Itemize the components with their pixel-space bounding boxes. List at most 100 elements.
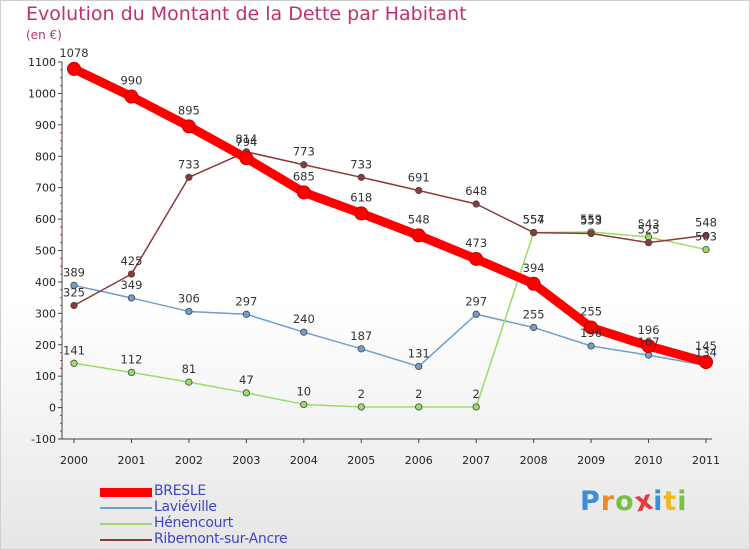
x-tick-label: 2006 <box>405 454 433 467</box>
data-point <box>415 186 423 195</box>
data-label: 548 <box>408 212 430 226</box>
logo-letter: i <box>653 486 664 517</box>
data-point <box>411 228 426 243</box>
data-point <box>300 400 308 409</box>
data-point <box>702 245 710 254</box>
data-label: 618 <box>350 190 372 204</box>
data-point <box>584 320 599 335</box>
data-point <box>185 173 193 181</box>
y-tick-label: 100 <box>35 370 56 383</box>
series-line-bresle <box>69 64 711 367</box>
logo-letter: r <box>600 486 616 517</box>
data-point <box>127 294 136 302</box>
y-tick-label: -100 <box>31 433 56 446</box>
x-tick-label: 2002 <box>175 454 203 467</box>
data-label: 2 <box>415 387 422 401</box>
data-label: 691 <box>408 170 430 184</box>
data-label: 134 <box>695 345 717 359</box>
data-point <box>587 342 595 350</box>
data-label: 648 <box>465 184 487 198</box>
series-line-ribemont-sur-ancre <box>73 151 707 307</box>
x-tick-label: 2005 <box>347 454 375 467</box>
y-tick-label: 200 <box>35 339 56 352</box>
data-label: 473 <box>465 236 487 250</box>
data-label: 733 <box>178 157 200 171</box>
logo-letter: i <box>677 486 688 517</box>
data-point <box>526 276 541 291</box>
x-tick-label: 2003 <box>232 454 260 467</box>
data-label: 141 <box>63 343 85 357</box>
data-label: 112 <box>120 352 142 366</box>
data-label: 2 <box>473 387 480 401</box>
data-point <box>472 200 480 208</box>
data-label: 255 <box>580 304 602 318</box>
data-label: 349 <box>120 278 142 292</box>
proxiti-logo: Proxiti <box>580 484 688 518</box>
data-point <box>70 359 78 367</box>
data-label: 553 <box>580 214 602 228</box>
data-point <box>124 89 139 104</box>
data-label: 733 <box>350 157 372 171</box>
data-label: 794 <box>235 135 257 149</box>
y-tick-label: 300 <box>35 307 56 320</box>
data-label: 297 <box>235 294 257 308</box>
data-point <box>357 173 365 181</box>
legend-swatch <box>100 523 152 525</box>
data-point <box>415 403 423 411</box>
data-point <box>699 355 713 370</box>
data-label: 559 <box>580 212 602 226</box>
data-label: 240 <box>293 312 315 326</box>
x-tick-label: 2010 <box>635 454 663 467</box>
x-tick-label: 2007 <box>462 454 490 467</box>
data-label: 990 <box>120 74 142 88</box>
data-point <box>644 239 653 247</box>
data-label: 685 <box>293 169 315 183</box>
data-label: 773 <box>293 145 315 159</box>
data-label: 525 <box>638 223 660 237</box>
data-point <box>242 310 250 318</box>
data-point <box>181 119 196 134</box>
logo-letter: P <box>580 486 601 517</box>
x-tick-label: 2001 <box>117 454 145 467</box>
chart-unit: (en €) <box>26 28 62 42</box>
data-label: 814 <box>235 132 257 146</box>
y-tick-label: 0 <box>49 402 56 415</box>
data-point <box>296 185 311 200</box>
data-label: 394 <box>523 261 545 275</box>
data-point <box>415 362 423 371</box>
data-label: 131 <box>408 346 430 360</box>
data-label: 167 <box>638 335 660 349</box>
data-point <box>67 61 81 76</box>
x-tick-label: 2008 <box>520 454 548 467</box>
data-point <box>70 301 78 310</box>
data-point <box>587 229 595 238</box>
y-tick-label: 900 <box>35 119 56 132</box>
data-label: 503 <box>695 230 717 244</box>
data-label: 196 <box>580 326 602 340</box>
data-label: 325 <box>63 285 85 299</box>
logo-letter: o <box>615 486 635 517</box>
data-point <box>469 251 484 266</box>
legend-swatch <box>100 539 152 541</box>
data-point <box>357 403 365 411</box>
data-label: 425 <box>120 254 142 268</box>
data-label: 306 <box>178 291 200 305</box>
data-point <box>472 310 480 318</box>
data-point <box>300 161 308 169</box>
x-tick-label: 2004 <box>290 454 318 467</box>
y-tick-label: 700 <box>35 182 56 195</box>
data-label: 1078 <box>59 46 88 60</box>
data-label: 81 <box>182 362 197 376</box>
data-point <box>239 151 254 166</box>
data-label: 255 <box>523 307 545 321</box>
data-point <box>530 228 538 237</box>
data-label: 187 <box>350 329 372 343</box>
data-point <box>127 270 136 278</box>
legend-label: Ribemont-sur-Ancre <box>154 531 288 547</box>
series-line-laviéville <box>73 284 707 368</box>
data-label: 895 <box>178 103 200 117</box>
data-label: 297 <box>465 294 487 308</box>
data-point <box>530 323 538 332</box>
logo-letter: t <box>663 486 678 517</box>
